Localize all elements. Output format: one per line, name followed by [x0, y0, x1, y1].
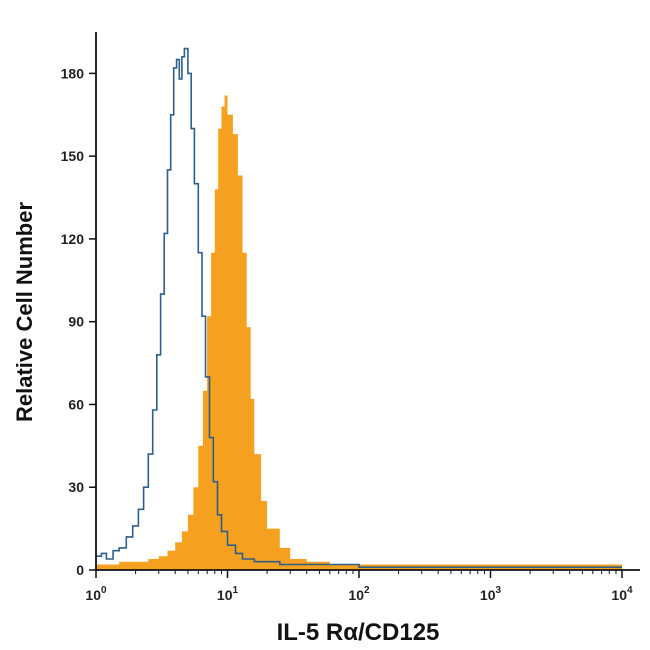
x-tick-label: 100 [85, 585, 107, 603]
y-tick-label: 180 [61, 65, 85, 81]
y-tick-label: 30 [68, 479, 84, 495]
y-axis-title: Relative Cell Number [12, 202, 37, 423]
y-tick-label: 60 [68, 396, 84, 412]
y-tick-label: 120 [61, 231, 85, 247]
histogram-outline-series [96, 47, 622, 568]
y-tick-label: 0 [76, 562, 84, 578]
x-axis-title: IL-5 Rα/CD125 [277, 619, 440, 646]
y-tick-label: 150 [61, 148, 85, 164]
histogram-filled-series [96, 95, 622, 570]
axes-layer: 0 30 60 90 120 150 180 100 101 102 103 104 [61, 32, 640, 603]
series-layer [96, 47, 622, 570]
x-tick-label: 104 [611, 585, 633, 603]
x-tick-label: 103 [480, 585, 502, 603]
x-tick-label: 101 [217, 585, 239, 603]
x-tick-label: 102 [348, 585, 370, 603]
y-tick-label: 90 [68, 314, 84, 330]
